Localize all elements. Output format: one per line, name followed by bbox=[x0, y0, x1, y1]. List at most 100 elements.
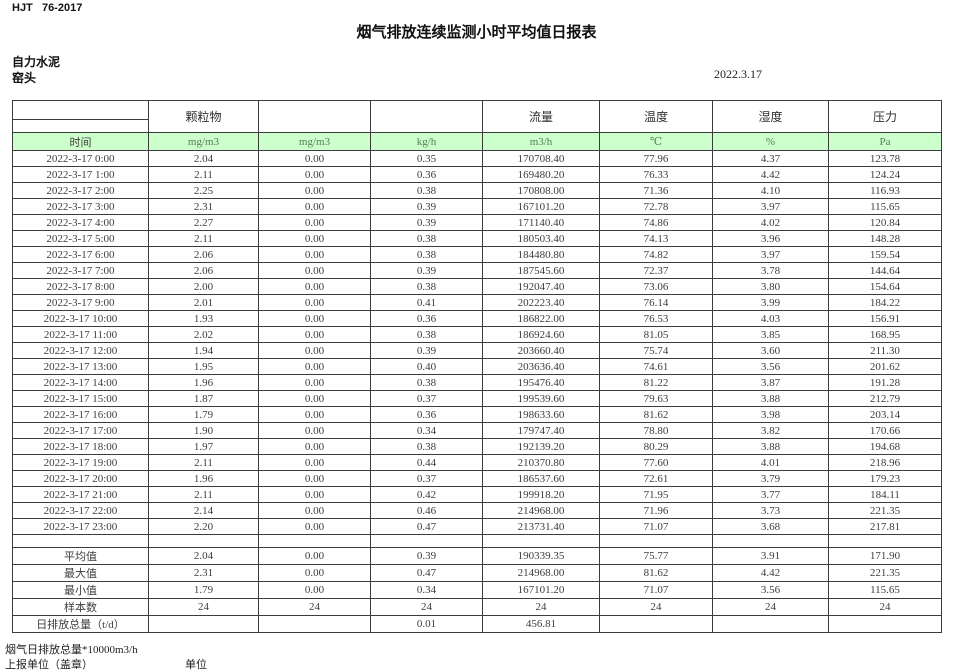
summary-row: 最小值 1.79 0.00 0.34 167101.20 71.07 3.56 115.65 bbox=[12, 581, 942, 599]
table-row: 2022-3-17 20:00 1.96 0.00 0.37 186537.60 72.6… bbox=[12, 470, 942, 487]
value-cell: 184480.80 bbox=[482, 246, 600, 263]
table-row: 2022-3-17 3:00 2.31 0.00 0.39 167101.20 72.78… bbox=[12, 198, 942, 215]
value-cell: 75.74 bbox=[599, 342, 713, 359]
value-cell: 1.93 bbox=[148, 310, 259, 327]
value-cell: 0.46 bbox=[370, 502, 483, 519]
value-cell: 0.00 bbox=[258, 390, 371, 407]
group-header-flow: 流量 bbox=[482, 100, 600, 133]
group-header-blank-1 bbox=[258, 100, 371, 133]
footer-note: 烟气日排放总量*10000m3/h bbox=[5, 644, 138, 656]
value-cell: 0.00 bbox=[258, 310, 371, 327]
value-cell: 0.00 bbox=[258, 454, 371, 471]
value-cell: 0.00 bbox=[258, 581, 371, 599]
value-cell: 75.77 bbox=[599, 547, 713, 565]
time-cell: 2022-3-17 9:00 bbox=[12, 294, 149, 311]
value-cell: 2.11 bbox=[148, 486, 259, 503]
value-cell: 0.00 bbox=[258, 438, 371, 455]
value-cell: 3.97 bbox=[712, 246, 829, 263]
summary-row: 最大值 2.31 0.00 0.47 214968.00 81.62 4.42 221.35 bbox=[12, 564, 942, 582]
value-cell: 4.03 bbox=[712, 310, 829, 327]
value-cell: 187545.60 bbox=[482, 262, 600, 279]
value-cell: 1.79 bbox=[148, 581, 259, 599]
value-cell: 4.10 bbox=[712, 182, 829, 199]
value-cell: 0.38 bbox=[370, 230, 483, 247]
unit-cell-kg-h: kg/h bbox=[370, 132, 483, 151]
value-cell: 71.96 bbox=[599, 502, 713, 519]
value-cell: 0.38 bbox=[370, 246, 483, 263]
value-cell: 74.13 bbox=[599, 230, 713, 247]
unit-cell-celsius: ℃ bbox=[599, 132, 713, 151]
value-cell: 0.35 bbox=[370, 150, 483, 167]
time-header-split-cell bbox=[12, 100, 149, 133]
value-cell: 214968.00 bbox=[482, 502, 600, 519]
value-cell: 74.86 bbox=[599, 214, 713, 231]
value-cell: 3.99 bbox=[712, 294, 829, 311]
value-cell: 186822.00 bbox=[482, 310, 600, 327]
value-cell: 186924.60 bbox=[482, 326, 600, 343]
time-cell: 2022-3-17 23:00 bbox=[12, 518, 149, 535]
value-cell: 202223.40 bbox=[482, 294, 600, 311]
value-cell: 148.28 bbox=[828, 230, 942, 247]
value-cell bbox=[599, 615, 713, 633]
time-cell: 2022-3-17 19:00 bbox=[12, 454, 149, 471]
value-cell: 170808.00 bbox=[482, 182, 600, 199]
empty-cell bbox=[370, 534, 483, 548]
group-header-row: 颗粒物 流量 温度 湿度 压力 bbox=[12, 100, 942, 133]
time-cell: 2022-3-17 11:00 bbox=[12, 326, 149, 343]
value-cell: 212.79 bbox=[828, 390, 942, 407]
empty-cell bbox=[599, 534, 713, 548]
table-row: 2022-3-17 19:00 2.11 0.00 0.44 210370.80 77.6… bbox=[12, 454, 942, 471]
value-cell bbox=[828, 615, 942, 633]
value-cell: 0.00 bbox=[258, 374, 371, 391]
value-cell: 24 bbox=[482, 598, 600, 616]
time-cell: 2022-3-17 6:00 bbox=[12, 246, 149, 263]
value-cell: 179747.40 bbox=[482, 422, 600, 439]
value-cell: 0.00 bbox=[258, 547, 371, 565]
group-header-humidity: 湿度 bbox=[712, 100, 829, 133]
unit-cell-percent: % bbox=[712, 132, 829, 151]
value-cell: 3.98 bbox=[712, 406, 829, 423]
time-cell: 2022-3-17 10:00 bbox=[12, 310, 149, 327]
empty-cell bbox=[148, 534, 259, 548]
value-cell: 0.41 bbox=[370, 294, 483, 311]
summary-label: 样本数 bbox=[12, 598, 149, 616]
value-cell: 0.39 bbox=[370, 198, 483, 215]
value-cell: 456.81 bbox=[482, 615, 600, 633]
value-cell: 115.65 bbox=[828, 198, 942, 215]
value-cell: 24 bbox=[599, 598, 713, 616]
value-cell: 2.11 bbox=[148, 166, 259, 183]
value-cell: 0.00 bbox=[258, 564, 371, 582]
value-cell: 1.96 bbox=[148, 470, 259, 487]
value-cell: 2.06 bbox=[148, 262, 259, 279]
value-cell: 0.00 bbox=[258, 214, 371, 231]
value-cell: 0.00 bbox=[258, 358, 371, 375]
time-cell: 2022-3-17 13:00 bbox=[12, 358, 149, 375]
unit-cell-pa: Pa bbox=[828, 132, 942, 151]
value-cell: 217.81 bbox=[828, 518, 942, 535]
value-cell: 2.25 bbox=[148, 182, 259, 199]
value-cell: 72.61 bbox=[599, 470, 713, 487]
value-cell: 2.04 bbox=[148, 150, 259, 167]
value-cell: 4.42 bbox=[712, 166, 829, 183]
value-cell: 186537.60 bbox=[482, 470, 600, 487]
value-cell: 1.79 bbox=[148, 406, 259, 423]
value-cell: 71.07 bbox=[599, 581, 713, 599]
time-header-split-top bbox=[13, 102, 148, 120]
value-cell: 167101.20 bbox=[482, 581, 600, 599]
value-cell: 24 bbox=[148, 598, 259, 616]
value-cell: 72.37 bbox=[599, 262, 713, 279]
value-cell: 0.39 bbox=[370, 547, 483, 565]
empty-cell bbox=[258, 534, 371, 548]
value-cell: 3.78 bbox=[712, 262, 829, 279]
value-cell: 199539.60 bbox=[482, 390, 600, 407]
value-cell: 2.31 bbox=[148, 564, 259, 582]
table-row: 2022-3-17 21:00 2.11 0.00 0.42 199918.20 71.9… bbox=[12, 486, 942, 503]
value-cell: 0.00 bbox=[258, 406, 371, 423]
station-name: 窑头 bbox=[12, 71, 37, 85]
value-cell: 1.96 bbox=[148, 374, 259, 391]
value-cell: 77.96 bbox=[599, 150, 713, 167]
value-cell: 4.01 bbox=[712, 454, 829, 471]
value-cell: 191.28 bbox=[828, 374, 942, 391]
monitoring-table: 颗粒物 流量 温度 湿度 压力 时间 mg/m3 mg/m3 kg/h m3/h… bbox=[12, 100, 942, 633]
value-cell: 0.38 bbox=[370, 278, 483, 295]
